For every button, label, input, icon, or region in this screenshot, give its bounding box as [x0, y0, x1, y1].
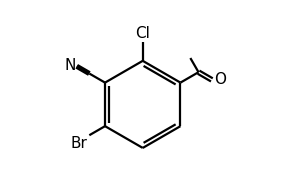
Text: Cl: Cl	[135, 26, 150, 41]
Text: N: N	[64, 58, 76, 73]
Text: Br: Br	[71, 136, 88, 151]
Text: O: O	[214, 72, 226, 87]
